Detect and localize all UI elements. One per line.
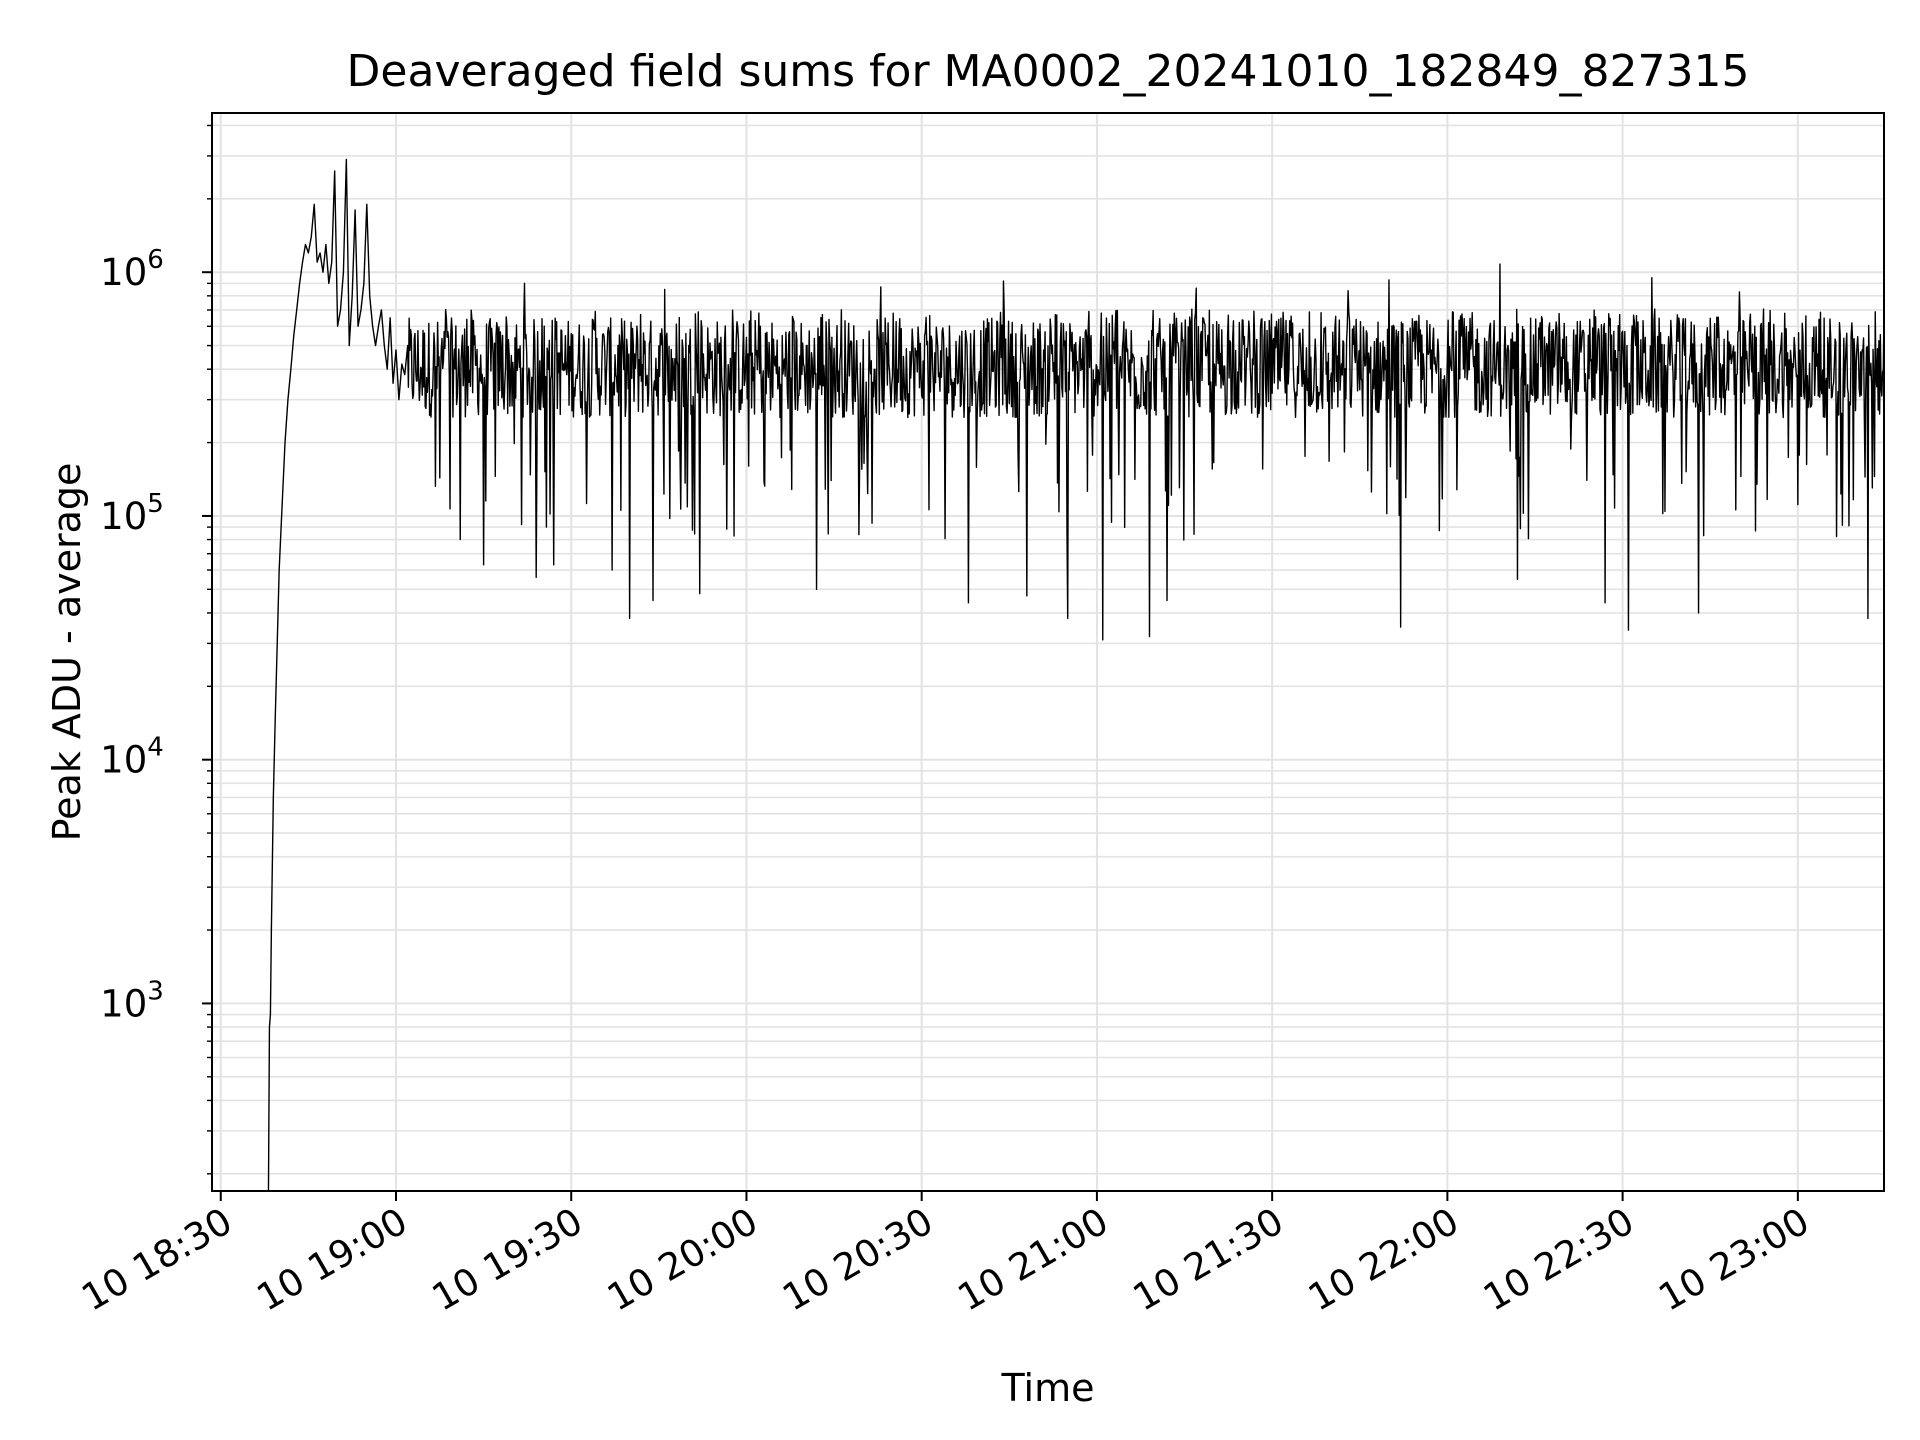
data-layer [267, 158, 1885, 1192]
y-tick-exponent: 5 [147, 489, 164, 519]
y-tick-base: 10 [100, 739, 147, 782]
y-tick-exponent: 4 [147, 733, 164, 763]
y-tick-base: 10 [100, 982, 147, 1025]
chart-title: Deaveraged field sums for MA0002_2024101… [347, 46, 1750, 97]
y-tick-label: 106 [100, 245, 164, 294]
y-tick-base: 10 [100, 495, 147, 538]
plot-frame [211, 112, 1885, 1192]
x-axis-label: Time [1001, 1366, 1095, 1410]
y-tick-exponent: 3 [147, 976, 164, 1006]
series-line [267, 158, 1885, 1192]
y-tick-label: 105 [100, 489, 164, 538]
y-tick-label: 104 [100, 733, 164, 782]
y-tick-exponent: 6 [147, 245, 164, 275]
y-axis-label: Peak ADU - average [45, 463, 89, 842]
y-tick-label: 103 [100, 976, 164, 1025]
y-tick-base: 10 [100, 251, 147, 294]
